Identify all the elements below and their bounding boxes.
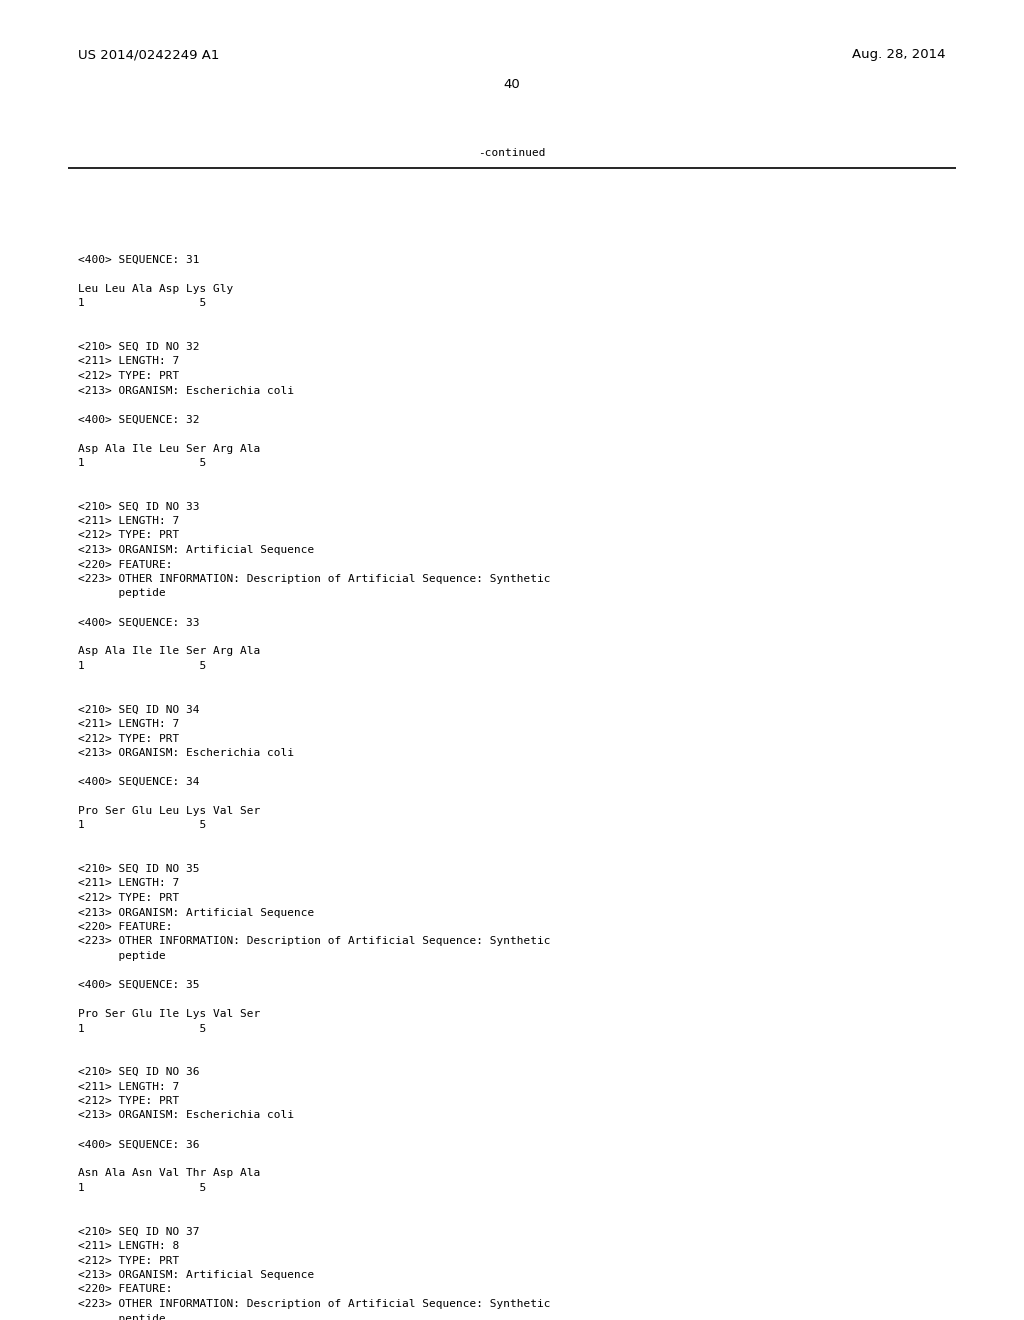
Text: <210> SEQ ID NO 37: <210> SEQ ID NO 37 [78,1226,200,1237]
Text: Leu Leu Ala Asp Lys Gly: Leu Leu Ala Asp Lys Gly [78,284,233,294]
Text: <212> TYPE: PRT: <212> TYPE: PRT [78,531,179,540]
Text: <212> TYPE: PRT: <212> TYPE: PRT [78,734,179,743]
Text: 1                 5: 1 5 [78,821,206,830]
Text: <400> SEQUENCE: 36: <400> SEQUENCE: 36 [78,1139,200,1150]
Text: <220> FEATURE:: <220> FEATURE: [78,921,172,932]
Text: <211> LENGTH: 7: <211> LENGTH: 7 [78,516,179,525]
Text: <210> SEQ ID NO 33: <210> SEQ ID NO 33 [78,502,200,511]
Text: <400> SEQUENCE: 32: <400> SEQUENCE: 32 [78,414,200,425]
Text: <210> SEQ ID NO 35: <210> SEQ ID NO 35 [78,865,200,874]
Text: <400> SEQUENCE: 31: <400> SEQUENCE: 31 [78,255,200,265]
Text: <211> LENGTH: 7: <211> LENGTH: 7 [78,356,179,367]
Text: <213> ORGANISM: Escherichia coli: <213> ORGANISM: Escherichia coli [78,1110,294,1121]
Text: <213> ORGANISM: Escherichia coli: <213> ORGANISM: Escherichia coli [78,385,294,396]
Text: Pro Ser Glu Leu Lys Val Ser: Pro Ser Glu Leu Lys Val Ser [78,807,260,816]
Text: 1                 5: 1 5 [78,298,206,309]
Text: 1                 5: 1 5 [78,1183,206,1193]
Text: peptide: peptide [78,950,166,961]
Text: 1                 5: 1 5 [78,661,206,671]
Text: <223> OTHER INFORMATION: Description of Artificial Sequence: Synthetic: <223> OTHER INFORMATION: Description of … [78,1299,551,1309]
Text: Asp Ala Ile Leu Ser Arg Ala: Asp Ala Ile Leu Ser Arg Ala [78,444,260,454]
Text: Aug. 28, 2014: Aug. 28, 2014 [853,48,946,61]
Text: <220> FEATURE:: <220> FEATURE: [78,1284,172,1295]
Text: <220> FEATURE:: <220> FEATURE: [78,560,172,569]
Text: <223> OTHER INFORMATION: Description of Artificial Sequence: Synthetic: <223> OTHER INFORMATION: Description of … [78,574,551,583]
Text: <213> ORGANISM: Artificial Sequence: <213> ORGANISM: Artificial Sequence [78,1270,314,1280]
Text: <400> SEQUENCE: 33: <400> SEQUENCE: 33 [78,618,200,627]
Text: <212> TYPE: PRT: <212> TYPE: PRT [78,1096,179,1106]
Text: <400> SEQUENCE: 34: <400> SEQUENCE: 34 [78,777,200,787]
Text: <223> OTHER INFORMATION: Description of Artificial Sequence: Synthetic: <223> OTHER INFORMATION: Description of … [78,936,551,946]
Text: <213> ORGANISM: Escherichia coli: <213> ORGANISM: Escherichia coli [78,748,294,758]
Text: <213> ORGANISM: Artificial Sequence: <213> ORGANISM: Artificial Sequence [78,908,314,917]
Text: 1                 5: 1 5 [78,458,206,469]
Text: 1                 5: 1 5 [78,1023,206,1034]
Text: <211> LENGTH: 7: <211> LENGTH: 7 [78,719,179,729]
Text: <211> LENGTH: 8: <211> LENGTH: 8 [78,1241,179,1251]
Text: <211> LENGTH: 7: <211> LENGTH: 7 [78,1081,179,1092]
Text: <400> SEQUENCE: 35: <400> SEQUENCE: 35 [78,979,200,990]
Text: <212> TYPE: PRT: <212> TYPE: PRT [78,1255,179,1266]
Text: peptide: peptide [78,1313,166,1320]
Text: peptide: peptide [78,589,166,598]
Text: <212> TYPE: PRT: <212> TYPE: PRT [78,371,179,381]
Text: <212> TYPE: PRT: <212> TYPE: PRT [78,894,179,903]
Text: Asn Ala Asn Val Thr Asp Ala: Asn Ala Asn Val Thr Asp Ala [78,1168,260,1179]
Text: <210> SEQ ID NO 34: <210> SEQ ID NO 34 [78,705,200,714]
Text: <211> LENGTH: 7: <211> LENGTH: 7 [78,879,179,888]
Text: <210> SEQ ID NO 36: <210> SEQ ID NO 36 [78,1067,200,1077]
Text: Asp Ala Ile Ile Ser Arg Ala: Asp Ala Ile Ile Ser Arg Ala [78,647,260,656]
Text: <213> ORGANISM: Artificial Sequence: <213> ORGANISM: Artificial Sequence [78,545,314,554]
Text: -continued: -continued [478,148,546,158]
Text: US 2014/0242249 A1: US 2014/0242249 A1 [78,48,219,61]
Text: <210> SEQ ID NO 32: <210> SEQ ID NO 32 [78,342,200,352]
Text: Pro Ser Glu Ile Lys Val Ser: Pro Ser Glu Ile Lys Val Ser [78,1008,260,1019]
Text: 40: 40 [504,78,520,91]
